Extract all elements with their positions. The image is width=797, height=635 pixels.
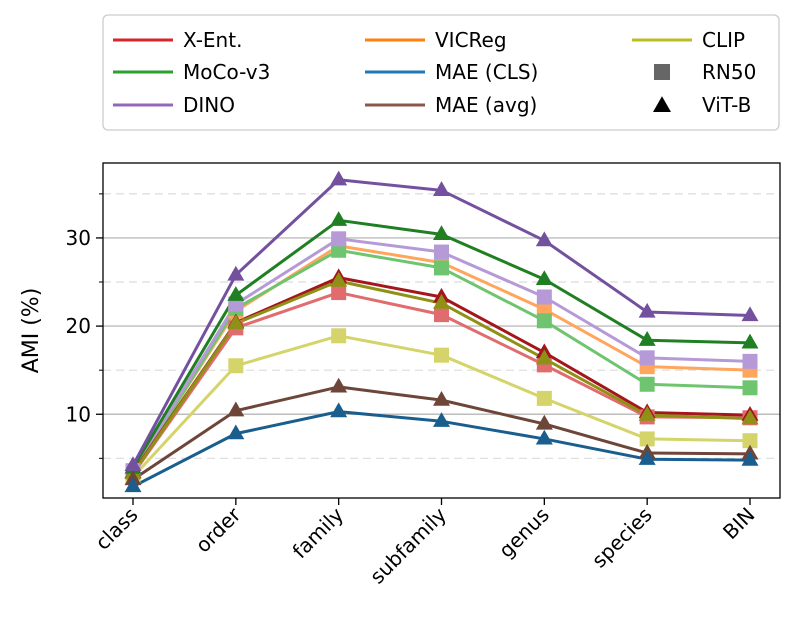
x-tick-label: order [191,502,246,557]
data-point-square [742,433,758,449]
data-point-triangle [330,377,348,393]
data-point-triangle [227,265,245,281]
data-point-square [639,376,655,392]
data-point-square [742,380,758,396]
legend-label: CLIP [702,28,745,52]
data-point-square [536,390,552,406]
x-tick-label: family [288,502,349,563]
data-point-triangle [741,306,759,322]
data-point-triangle [741,409,759,425]
data-point-triangle [330,402,348,418]
data-point-triangle [330,271,348,287]
data-point-triangle [638,450,656,465]
data-point-triangle [535,231,553,247]
data-point-triangle [535,429,553,445]
data-point-square [228,358,244,374]
data-point-triangle [535,270,553,285]
data-point-square [434,244,449,260]
legend-triangle-marker [653,96,671,112]
data-point-triangle [227,424,245,440]
legend-label: MAE (avg) [435,93,537,117]
y-tick-label: 30 [66,226,91,250]
data-point-triangle [741,333,759,349]
data-point-square [639,431,655,447]
axis-ticks: 10 20 30 class order family subfamily genus spec… [66,193,760,589]
data-point-triangle [433,181,450,196]
x-tick-label: class [90,503,142,555]
legend-label: ViT-B [702,93,751,117]
legend-box [102,14,780,131]
x-tick-label: BIN [718,503,759,544]
data-point-triangle [535,349,553,365]
data-point-square [331,242,347,258]
data-point-triangle [638,331,656,346]
x-tick-label: species [587,503,657,573]
legend-square-marker [654,64,670,80]
data-point-triangle [638,405,656,421]
data-point-triangle [330,170,348,186]
data-point-triangle [433,225,450,241]
data-point-square [434,307,449,323]
data-point-triangle [124,456,142,472]
legend-label: X-Ent. [183,28,242,52]
data-point-triangle [227,401,245,417]
data-point-square [331,285,347,301]
data-point-square [331,231,347,247]
data-point-square [536,313,552,329]
y-axis-title: AMI (%) [19,288,44,374]
legend-label: RN50 [702,60,756,84]
data-point-square [536,301,552,317]
y-tick-label: 10 [66,402,91,426]
x-tick-label: subfamily [365,502,451,588]
data-point-square [434,347,449,363]
series-lines [124,170,759,493]
legend: X-Ent. VICReg CLIP MoCo-v3 MAE (CLS) RN50 DINO… [102,14,780,131]
data-point-square [639,350,655,366]
data-point-square [434,260,449,276]
data-point-triangle [227,286,245,301]
data-point-triangle [433,294,450,309]
data-point-triangle [535,414,553,430]
data-point-triangle [330,211,348,226]
x-tick-label: genus [494,503,554,563]
data-point-square [742,353,758,369]
data-point-square [536,289,552,305]
legend-label: DINO [183,93,235,117]
legend-label: VICReg [435,28,507,52]
data-point-triangle [433,390,450,406]
data-point-triangle [124,477,142,493]
legend-label: MoCo-v3 [183,60,270,84]
data-point-square [331,328,347,344]
data-point-triangle [433,412,450,427]
y-tick-label: 20 [66,314,91,338]
data-point-triangle [638,302,656,318]
data-point-triangle [741,450,759,466]
legend-label: MAE (CLS) [435,60,538,84]
data-point-triangle [227,314,245,330]
